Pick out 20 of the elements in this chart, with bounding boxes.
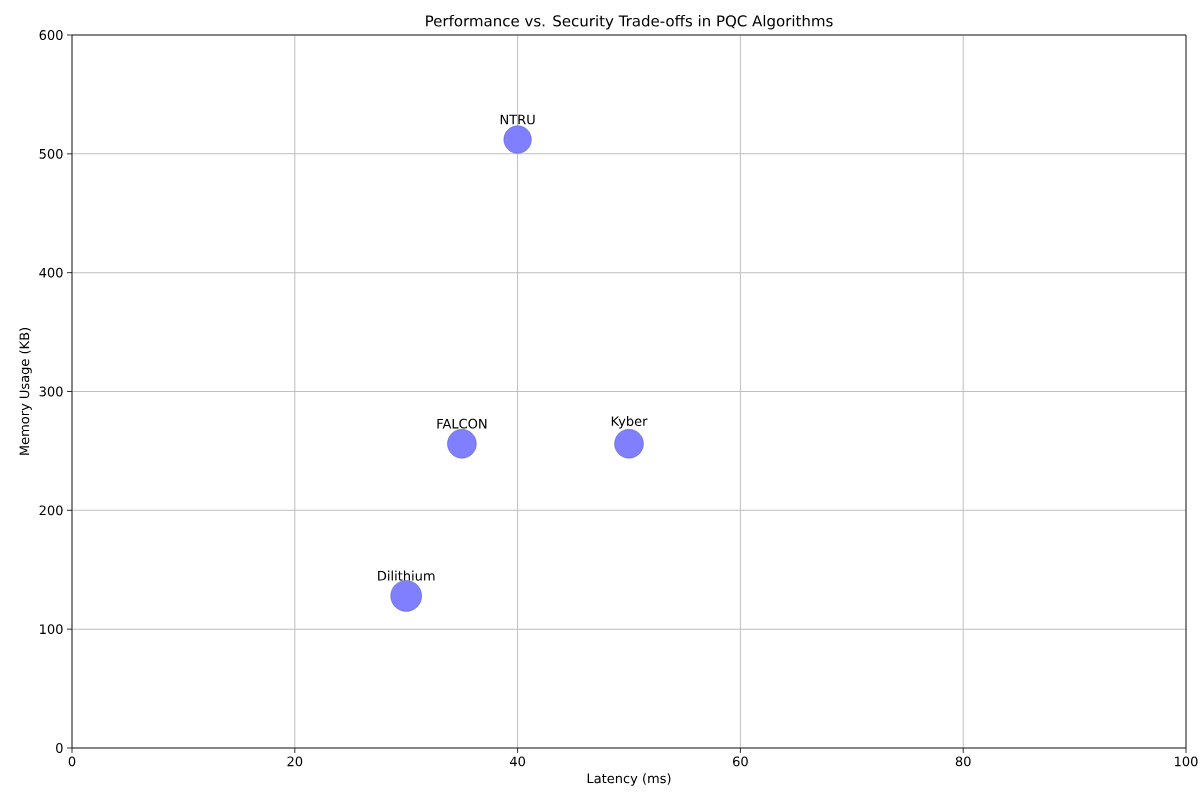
chart-title: Performance vs. Security Trade-offs in PQC Algorithms — [426, 14, 833, 30]
x-tick-label: 80 — [955, 756, 971, 767]
y-tick-label: 600 — [39, 30, 63, 40]
y-tick-label: 300 — [39, 386, 63, 397]
y-axis-title: Memory Usage (KB) — [19, 328, 32, 455]
x-tick-label: 40 — [509, 756, 526, 767]
x-tick-label: 20 — [287, 756, 303, 767]
annotation: Dilithium — [378, 570, 435, 581]
annotation: NTRU — [500, 114, 535, 125]
y-tick-label: 200 — [39, 505, 63, 516]
y-tick-label: 500 — [39, 148, 63, 159]
x-tick-label: 0 — [68, 756, 76, 767]
x-tick-label: 100 — [1175, 756, 1198, 767]
annotation: Kyber — [611, 415, 648, 429]
annotation: FALCON — [437, 418, 487, 429]
y-tick-label: 400 — [39, 267, 63, 278]
x-axis-title: Latency (ms) — [587, 773, 671, 786]
y-tick-label: 0 — [56, 743, 63, 753]
x-tick-label: 60 — [733, 756, 748, 767]
y-tick-label: 100 — [40, 624, 63, 635]
